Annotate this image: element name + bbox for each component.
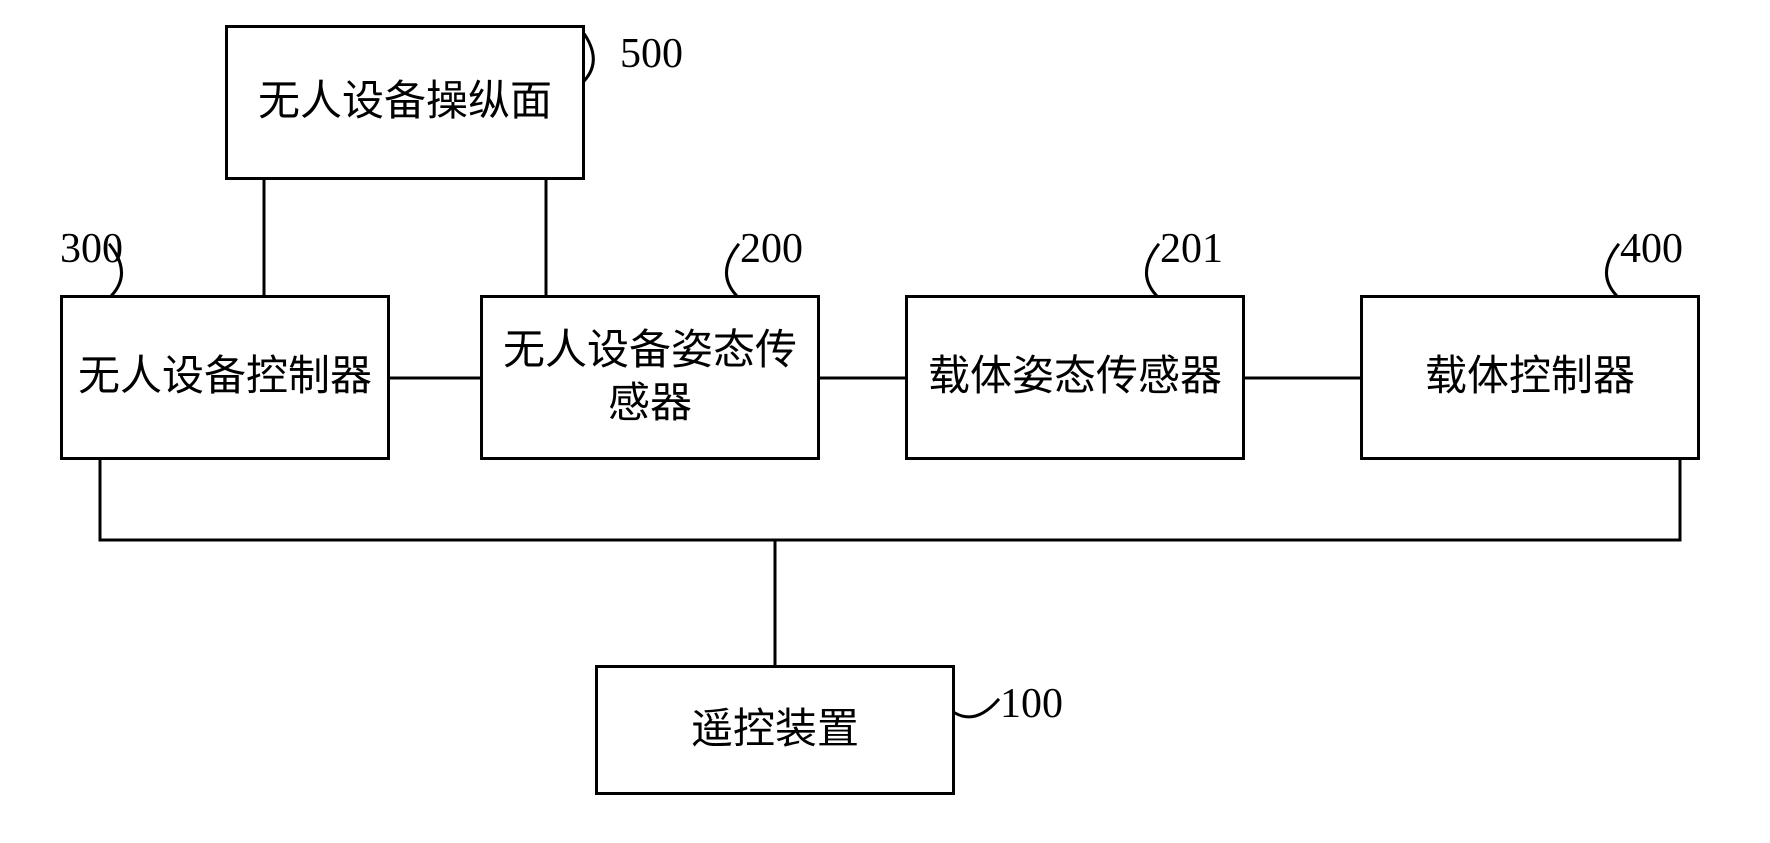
ref-201: 201 [1160, 225, 1223, 273]
node-control-surface-label: 无人设备操纵面 [258, 76, 552, 129]
node-remote-control: 遥控装置 [595, 665, 955, 795]
node-device-controller-label: 无人设备控制器 [78, 351, 372, 404]
leader-remote [955, 700, 998, 717]
ref-200: 200 [740, 225, 803, 273]
ref-300: 300 [60, 225, 123, 273]
node-device-controller: 无人设备控制器 [60, 295, 390, 460]
node-carrier-controller: 载体控制器 [1360, 295, 1700, 460]
node-carrier-controller-label: 载体控制器 [1425, 351, 1635, 404]
ref-100: 100 [1000, 680, 1063, 728]
leader-devatt [726, 245, 738, 295]
leader-carctrl [1606, 245, 1618, 295]
node-control-surface: 无人设备操纵面 [225, 25, 585, 180]
diagram-stage: 无人设备操纵面 无人设备控制器 无人设备姿态传感器 载体姿态传感器 载体控制器 … [0, 0, 1770, 843]
ref-500: 500 [620, 30, 683, 78]
node-device-attitude-sensor: 无人设备姿态传感器 [480, 295, 820, 460]
node-device-attitude-sensor-label: 无人设备姿态传感器 [491, 325, 809, 430]
node-carrier-attitude-sensor: 载体姿态传感器 [905, 295, 1245, 460]
node-remote-control-label: 遥控装置 [691, 704, 859, 757]
node-carrier-attitude-sensor-label: 载体姿态传感器 [928, 351, 1222, 404]
ref-400: 400 [1620, 225, 1683, 273]
leader-caratt [1146, 245, 1158, 295]
